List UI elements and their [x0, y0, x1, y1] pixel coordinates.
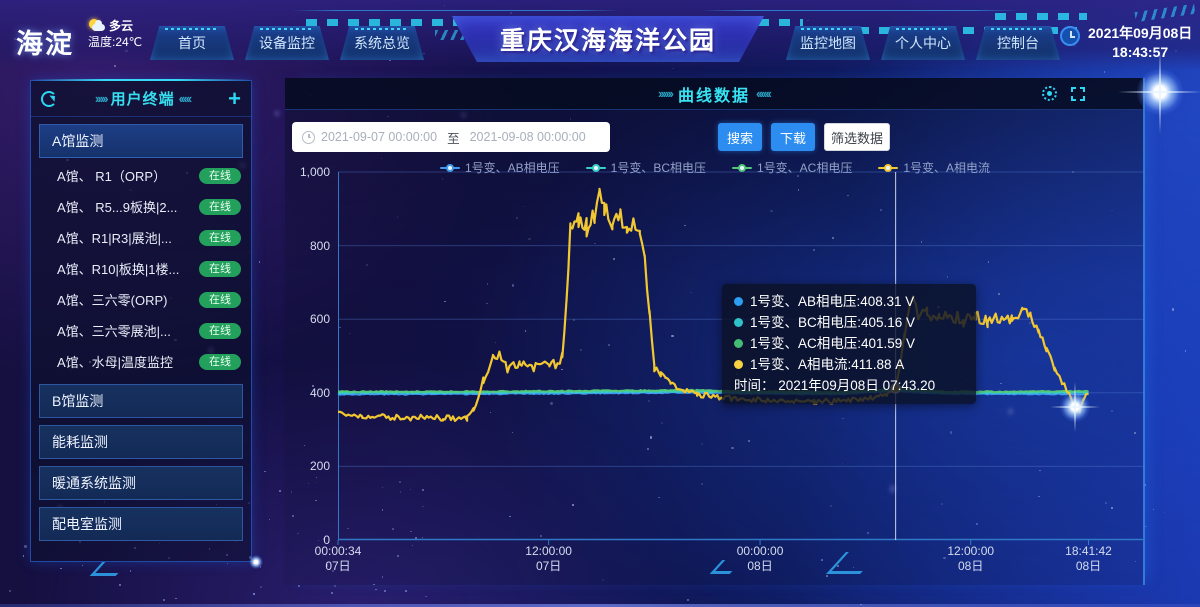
device-row[interactable]: A馆、 R5...9板换|2... 在线: [31, 191, 251, 222]
status-badge: 在线: [199, 353, 241, 370]
nav-monitor-map-button[interactable]: 监控地图: [786, 26, 870, 60]
nav-personal-center-button[interactable]: 个人中心: [881, 26, 965, 60]
top-header: 海淀 多云 温度:24℃ 首页 设备监控 系统总览 重庆汉海海洋公园 监控地图 …: [0, 0, 1200, 70]
panel-title: 曲线数据: [677, 87, 750, 105]
y-axis-tick: 1,000: [299, 165, 330, 179]
sidebar-title: 用户终端: [110, 91, 175, 108]
header-line-decoration: [700, 10, 1020, 11]
series-dot: [734, 297, 743, 306]
line-chart[interactable]: 0 200 400 600 800 1,000 00:00:34 07日 12:0…: [300, 165, 1145, 573]
legend-item-bc-voltage[interactable]: 1号变、BC相电压: [585, 159, 706, 176]
weather-widget: 多云 温度:24℃: [88, 18, 158, 50]
chevron-left-decoration: ‹‹‹‹‹‹: [756, 86, 772, 101]
status-badge: 在线: [199, 322, 241, 339]
x-axis-tick: 00:00:00 08日: [736, 544, 784, 573]
sidebar-group-power-room[interactable]: 配电室监测: [39, 507, 243, 541]
status-badge: 在线: [199, 229, 241, 246]
current-date: 2021年09月08日: [1088, 25, 1193, 41]
app-logo: 海淀: [16, 29, 74, 59]
device-row[interactable]: A馆、 R1（ORP） 在线: [31, 160, 251, 191]
sidebar-user-terminals: ››››› 用户终端 ‹‹‹‹‹ + A馆监测 A馆、 R1（ORP） 在线 A…: [30, 79, 252, 562]
add-icon[interactable]: +: [228, 85, 241, 111]
chart-legend: 1号变、AB相电压 1号变、BC相电压 1号变、AC相电压 1号变、A相电流: [285, 159, 1145, 176]
clock-icon: [1060, 26, 1080, 46]
header-dash-decoration: [306, 19, 584, 26]
refresh-icon[interactable]: [41, 90, 57, 107]
status-badge: 在线: [199, 260, 241, 277]
chart-toolbar: 2021-09-07 00:00:00 至 2021-09-08 00:00:0…: [285, 120, 1145, 154]
nav-system-overview-button[interactable]: 系统总览: [340, 26, 424, 60]
device-list: A馆、 R1（ORP） 在线 A馆、 R5...9板换|2... 在线 A馆、R…: [31, 160, 251, 377]
clock-icon: [302, 130, 315, 144]
nav-device-monitor-button[interactable]: 设备监控: [245, 26, 329, 60]
sidebar-group-a-hall[interactable]: A馆监测: [39, 124, 243, 158]
header-dash-decoration: [995, 13, 1087, 20]
chevron-right-decoration: ›››››: [94, 91, 109, 106]
download-button[interactable]: 下载: [771, 123, 815, 151]
tooltip-row: 1号变、AC相电压:401.59 V: [734, 333, 964, 354]
tooltip-time: 时间： 2021年09月08日 07:43.20: [734, 378, 936, 393]
tooltip-row: 1号变、AB相电压:408.31 V: [734, 291, 964, 312]
device-row[interactable]: A馆、R10|板换|1楼... 在线: [31, 253, 251, 284]
y-axis-tick: 400: [309, 385, 330, 400]
status-badge: 在线: [199, 198, 241, 215]
x-axis-tick: 12:00:00 07日: [525, 544, 572, 573]
sidebar-header: ››››› 用户终端 ‹‹‹‹‹ +: [31, 81, 251, 117]
sidebar-group-energy[interactable]: 能耗监测: [39, 425, 243, 459]
date-range-start: 2021-09-07 00:00:00: [321, 130, 438, 144]
sidebar-group-b-hall[interactable]: B馆监测: [39, 384, 243, 418]
page-title-plaque: 重庆汉海海洋公园: [452, 16, 764, 62]
y-axis-tick: 600: [309, 312, 330, 327]
device-row[interactable]: A馆、三六零(ORP) 在线: [31, 284, 251, 315]
header-dash-decoration: [737, 19, 803, 26]
settings-icon[interactable]: [1042, 86, 1057, 101]
date-range-input[interactable]: 2021-09-07 00:00:00 至 2021-09-08 00:00:0…: [292, 122, 610, 152]
date-range-end: 2021-09-08 00:00:00: [469, 130, 586, 144]
y-axis-tick: 0: [323, 533, 330, 547]
partly-cloudy-icon: [88, 19, 106, 33]
x-axis-tick: 18:41:42 08日: [1065, 544, 1112, 573]
nav-console-button[interactable]: 控制台: [976, 26, 1060, 60]
secondary-nav: 监控地图 个人中心 控制台: [786, 26, 1060, 60]
weather-temperature: 温度:24℃: [88, 35, 143, 49]
device-row[interactable]: A馆、水母|温度监控 在线: [31, 346, 251, 377]
chevron-left-decoration: ‹‹‹‹‹: [178, 91, 193, 106]
chevron-right-decoration: ››››››: [658, 86, 674, 101]
y-axis-tick: 800: [309, 238, 330, 253]
tooltip-row: 1号变、A相电流:411.88 A: [734, 354, 964, 375]
panel-header: ›››››› 曲线数据 ‹‹‹‹‹‹: [285, 78, 1143, 110]
chart-tooltip: 1号变、AB相电压:408.31 V 1号变、BC相电压:405.16 V 1号…: [722, 284, 976, 404]
date-range-separator: 至: [447, 131, 460, 146]
search-button[interactable]: 搜索: [718, 123, 762, 151]
series-dot: [734, 318, 743, 327]
page-title: 重庆汉海海洋公园: [499, 27, 716, 55]
legend-item-ab-voltage[interactable]: 1号变、AB相电压: [439, 159, 560, 176]
y-axis-tick: 200: [309, 459, 330, 474]
current-time: 18:43:57: [1112, 44, 1169, 60]
status-badge: 在线: [199, 291, 241, 308]
bottom-border-decoration: [0, 604, 1200, 607]
header-line-decoration: [290, 10, 620, 11]
nav-home-button[interactable]: 首页: [150, 26, 234, 60]
status-badge: 在线: [199, 167, 241, 184]
filter-data-button[interactable]: 筛选数据: [824, 123, 890, 151]
series-dot: [734, 360, 743, 369]
corner-bracket-decoration: [89, 562, 129, 576]
device-row[interactable]: A馆、R1|R3|展池|... 在线: [31, 222, 251, 253]
x-axis-tick: 00:00:34 07日: [314, 544, 362, 573]
legend-item-a-current[interactable]: 1号变、A相电流: [878, 159, 990, 176]
fullscreen-icon[interactable]: [1071, 86, 1085, 101]
device-row[interactable]: A馆、三六零展池|... 在线: [31, 315, 251, 346]
header-stripe-decoration: [1134, 3, 1196, 23]
curve-data-panel: ›››››› 曲线数据 ‹‹‹‹‹‹ 2021-09-07 00:00:00 至…: [285, 78, 1145, 585]
sidebar-group-hvac[interactable]: 暖通系统监测: [39, 466, 243, 500]
series-dot: [734, 339, 743, 348]
x-axis-tick: 12:00:00 08日: [947, 544, 995, 573]
datetime-widget: 2021年09月08日 18:43:57: [1060, 24, 1192, 62]
legend-item-ac-voltage[interactable]: 1号变、AC相电压: [732, 159, 852, 176]
tooltip-row: 1号变、BC相电压:405.16 V: [734, 312, 964, 333]
weather-condition: 多云: [109, 19, 134, 33]
main-nav: 首页 设备监控 系统总览: [150, 26, 424, 60]
